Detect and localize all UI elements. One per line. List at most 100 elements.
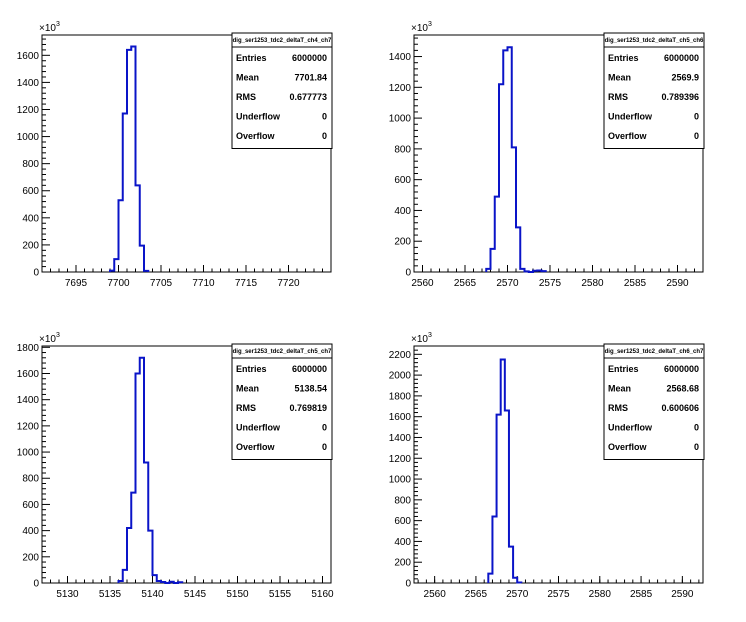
x-tick-label: 5135 (99, 589, 122, 600)
y-tick-label: 0 (33, 268, 39, 279)
x-tick-label: 5160 (311, 589, 334, 600)
histogram-panel-2: 2560 2565 2570 2575 2580 2585 2590 0 200 400 600 80… (389, 21, 705, 289)
y-scale-label: ×10 (39, 23, 56, 34)
histogram-bin (495, 197, 499, 272)
stat-value: 2569.9 (671, 73, 699, 83)
stats-box (231, 32, 333, 149)
histogram-bin (127, 528, 131, 583)
stat-label: Overflow (608, 442, 648, 452)
y-tick-label: 1000 (389, 475, 412, 486)
stat-value: 0 (322, 131, 327, 141)
y-tick-label: 800 (394, 144, 411, 155)
x-tick-label: 2590 (666, 278, 689, 289)
histogram-bin (127, 50, 131, 272)
histogram-bin (178, 582, 182, 583)
stat-value: 0 (322, 112, 327, 122)
x-tick-label: 2565 (465, 589, 488, 600)
stat-value: 6000000 (664, 53, 699, 63)
stat-label: Entries (608, 53, 639, 63)
stat-label: Underflow (608, 112, 653, 122)
histogram-panel-1: 7695 7700 7705 7710 7715 7720 0 200 400 600 800 100… (17, 21, 333, 289)
histogram-bin (533, 271, 537, 272)
y-tick-label: 800 (394, 495, 411, 506)
y-tick-label: 200 (22, 240, 39, 251)
x-tick-label: 7700 (107, 278, 130, 289)
stat-value: 0.677773 (289, 92, 327, 102)
histogram-bin (516, 227, 520, 272)
histogram-title: dig_ser1253_tdc2_deltaT_ch5_ch6 (605, 38, 704, 44)
stat-label: Entries (608, 364, 639, 374)
x-tick-label: 5140 (141, 589, 164, 600)
stat-value: 7701.84 (294, 73, 327, 83)
y-tick-label: 400 (22, 526, 39, 537)
y-scale-exponent: 3 (428, 21, 432, 28)
stat-label: Underflow (608, 423, 653, 433)
y-scale-exponent: 3 (56, 21, 60, 28)
histogram-bin (140, 246, 144, 272)
stat-label: Entries (236, 364, 267, 374)
x-tick-label: 5150 (226, 589, 249, 600)
stat-value: 6000000 (664, 364, 699, 374)
stat-value: 0 (322, 442, 327, 452)
histogram-panel-3: 5130 5135 5140 5145 5150 5155 5160 0 200 400 600 80… (17, 332, 334, 600)
y-tick-label: 400 (22, 213, 39, 224)
y-tick-label: 600 (394, 175, 411, 186)
y-tick-label: 1400 (389, 433, 412, 444)
y-tick-label: 800 (22, 159, 39, 170)
stat-label: Entries (236, 53, 267, 63)
histogram-bin (140, 358, 144, 583)
y-tick-label: 2000 (389, 371, 412, 382)
y-tick-label: 1600 (17, 369, 40, 380)
y-scale-label: ×10 (411, 334, 428, 345)
x-tick-label: 7720 (277, 278, 300, 289)
y-tick-label: 600 (22, 500, 39, 511)
stat-label: Overflow (608, 131, 648, 141)
y-tick-label: 200 (22, 552, 39, 563)
stat-label: RMS (608, 403, 628, 413)
y-tick-label: 600 (394, 516, 411, 527)
histogram-bin (497, 415, 501, 583)
y-tick-label: 1400 (389, 52, 412, 63)
histogram-series (117, 356, 184, 584)
y-tick-label: 1000 (389, 114, 412, 125)
x-tick-label: 2575 (539, 278, 562, 289)
x-tick-label: 7715 (235, 278, 258, 289)
stats-box (603, 32, 705, 149)
histogram-bin (131, 493, 135, 583)
histogram-bin (517, 582, 521, 583)
y-scale-label: ×10 (411, 23, 428, 34)
stat-value: 0 (694, 442, 699, 452)
stat-label: Mean (236, 73, 259, 83)
histogram-bin (492, 516, 496, 583)
y-tick-label: 200 (394, 237, 411, 248)
histogram-bin (157, 581, 161, 583)
histogram-bin (513, 578, 517, 583)
x-tick-label: 7710 (192, 278, 215, 289)
x-tick-label: 2570 (506, 589, 529, 600)
histogram-bin (508, 47, 512, 272)
histogram-bin (486, 269, 490, 272)
stat-value: 0.789396 (661, 92, 699, 102)
histogram-series (487, 358, 523, 584)
stat-value: 0.769819 (289, 403, 327, 413)
histogram-bin (491, 249, 495, 272)
stats-box (603, 343, 705, 460)
histogram-series (485, 46, 547, 273)
histogram-bin (512, 147, 516, 272)
y-tick-label: 1200 (17, 105, 40, 116)
y-tick-label: 1200 (389, 83, 412, 94)
histogram-bin (509, 547, 513, 583)
stat-value: 2568.68 (666, 384, 699, 394)
x-tick-label: 2585 (624, 278, 647, 289)
histogram-title: dig_ser1253_tdc2_deltaT_ch6_ch7 (605, 349, 704, 355)
y-tick-label: 600 (22, 186, 39, 197)
stat-label: RMS (608, 92, 628, 102)
x-tick-label: 2585 (630, 589, 653, 600)
histogram-bin (499, 84, 503, 272)
histogram-bin (520, 269, 524, 272)
histogram-bin (144, 463, 148, 583)
y-tick-label: 0 (405, 268, 411, 279)
x-tick-label: 7705 (150, 278, 173, 289)
histogram-bin (488, 574, 492, 583)
y-scale-exponent: 3 (428, 332, 432, 339)
